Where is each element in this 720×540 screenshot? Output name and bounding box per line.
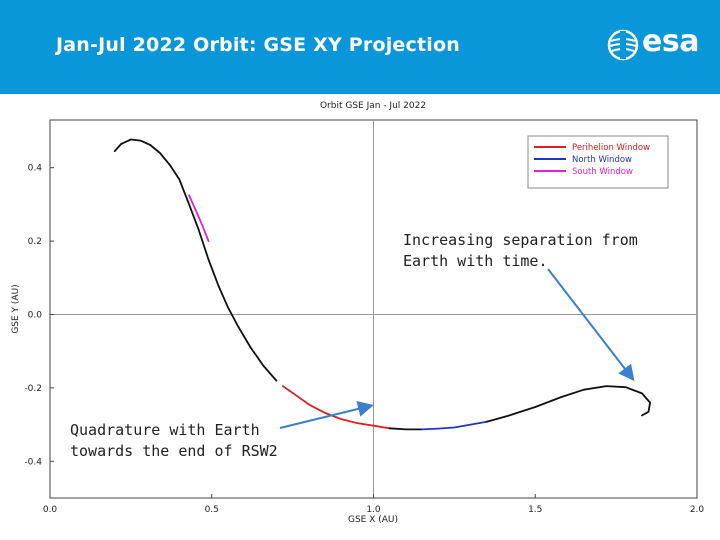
legend-label-perihelion-window: Perihelion Window: [572, 143, 650, 153]
y-axis-label: GSE Y (AU): [11, 284, 21, 333]
series-orbit-mid: [388, 427, 423, 431]
separation-annotation: Increasing separation from Earth with ti…: [403, 231, 638, 270]
x-tick-label: 1.0: [366, 505, 381, 515]
esa-logo-globe-icon: [607, 29, 639, 61]
quadrature-arrow: [279, 401, 374, 429]
series-orbit: [113, 138, 278, 382]
legend: Perihelion Window North Window South Windo…: [527, 135, 669, 189]
x-tick-label: 0.0: [43, 505, 58, 515]
legend-box: [527, 135, 669, 189]
quadrature-annotation: Quadrature with Earth towards the end of…: [70, 421, 278, 460]
esa-logo-text: esa: [642, 24, 699, 59]
legend-label-south-window: South Window: [572, 167, 633, 177]
y-tick-label: -0.2: [24, 384, 42, 394]
x-axis-label: GSE X (AU): [348, 515, 398, 525]
y-tick-label: 0.0: [28, 311, 43, 321]
y-tick-label: -0.4: [24, 457, 42, 467]
esa-logo: esa: [606, 24, 706, 64]
page-title: Jan-Jul 2022 Orbit: GSE XY Projection: [56, 34, 460, 56]
chart-title: Orbit GSE Jan - Jul 2022: [320, 101, 426, 111]
legend-label-north-window: North Window: [572, 155, 632, 165]
series-south-window: [188, 194, 210, 243]
separation-arrow: [547, 268, 635, 382]
x-tick-label: 0.5: [205, 505, 219, 515]
series-north-window: [421, 420, 488, 431]
y-tick-label: 0.2: [28, 237, 42, 247]
orbit-chart: Orbit GSE Jan - Jul 2022 0.0 0.5 1.0 1.5 2.0…: [11, 101, 705, 525]
header-bar: Jan-Jul 2022 Orbit: GSE XY Projection es…: [0, 0, 720, 94]
x-tick-label: 2.0: [690, 505, 705, 515]
series-orbit-late: [485, 385, 651, 423]
y-tick-label: 0.4: [28, 164, 43, 174]
x-tick-label: 1.5: [528, 505, 542, 515]
